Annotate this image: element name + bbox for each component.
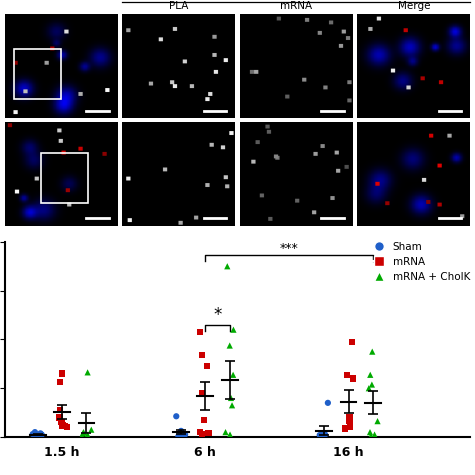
Point xyxy=(367,432,375,439)
Point xyxy=(346,418,353,425)
Point xyxy=(366,371,374,379)
Point xyxy=(181,431,189,438)
Point xyxy=(177,429,184,437)
Point xyxy=(197,328,204,336)
Point xyxy=(31,428,39,436)
Bar xyxy=(14,49,61,99)
Point xyxy=(37,429,44,437)
Text: *: * xyxy=(213,305,222,323)
Point xyxy=(346,421,354,428)
Point xyxy=(226,342,234,349)
Text: PLA: PLA xyxy=(169,1,189,11)
Point xyxy=(229,371,237,379)
Point xyxy=(319,432,326,440)
Point xyxy=(63,423,71,431)
Text: mRNA: mRNA xyxy=(0,52,2,80)
Point xyxy=(228,401,236,409)
Point xyxy=(346,423,354,431)
Point xyxy=(56,378,64,386)
Point xyxy=(341,425,349,432)
Point xyxy=(229,326,237,333)
Point xyxy=(197,428,204,436)
Point xyxy=(177,431,185,439)
Point xyxy=(29,430,37,438)
Point xyxy=(348,338,355,346)
Point xyxy=(226,432,234,439)
Point xyxy=(32,432,39,439)
Point xyxy=(56,414,63,421)
Point xyxy=(324,399,332,407)
Point xyxy=(80,428,87,436)
Point xyxy=(350,375,357,382)
Point xyxy=(172,412,180,420)
Point xyxy=(177,430,185,438)
Point xyxy=(226,431,234,438)
Point xyxy=(346,414,353,421)
Point xyxy=(56,407,64,414)
Point xyxy=(78,432,86,439)
Point xyxy=(365,384,372,392)
Point xyxy=(322,431,329,438)
Point xyxy=(84,369,91,376)
Text: mRNA: mRNA xyxy=(280,1,313,11)
Text: mRNA + CholK: mRNA + CholK xyxy=(0,140,2,208)
Point xyxy=(35,432,43,439)
Legend: Sham, mRNA, mRNA + CholK: Sham, mRNA, mRNA + CholK xyxy=(365,238,475,286)
Point xyxy=(177,427,185,435)
Point xyxy=(58,370,66,377)
Point xyxy=(374,418,381,425)
Point xyxy=(199,352,206,359)
Point xyxy=(37,432,45,440)
Point xyxy=(317,433,324,440)
Point xyxy=(37,431,45,439)
Point xyxy=(316,431,323,439)
Point xyxy=(38,431,46,438)
Point xyxy=(58,422,66,430)
Point xyxy=(222,428,229,436)
Point xyxy=(205,429,212,437)
Point xyxy=(175,432,182,440)
Point xyxy=(227,394,235,402)
Text: ***: *** xyxy=(280,242,298,255)
Point xyxy=(79,429,87,437)
Bar xyxy=(41,153,88,203)
Point xyxy=(369,348,376,355)
Point xyxy=(61,422,69,430)
Point xyxy=(87,426,95,434)
Point xyxy=(57,418,65,426)
Point xyxy=(368,381,376,389)
Point xyxy=(59,421,66,428)
Point xyxy=(343,371,351,379)
Text: Merge: Merge xyxy=(398,1,430,11)
Point xyxy=(319,429,327,437)
Point xyxy=(199,390,206,397)
Point xyxy=(224,263,231,270)
Point xyxy=(84,431,91,438)
Point xyxy=(179,432,186,439)
Point xyxy=(198,431,206,438)
Point xyxy=(319,432,327,439)
Point xyxy=(200,416,208,424)
Point xyxy=(38,431,45,439)
Point xyxy=(371,431,379,438)
Point xyxy=(203,362,211,370)
Point xyxy=(366,428,374,436)
